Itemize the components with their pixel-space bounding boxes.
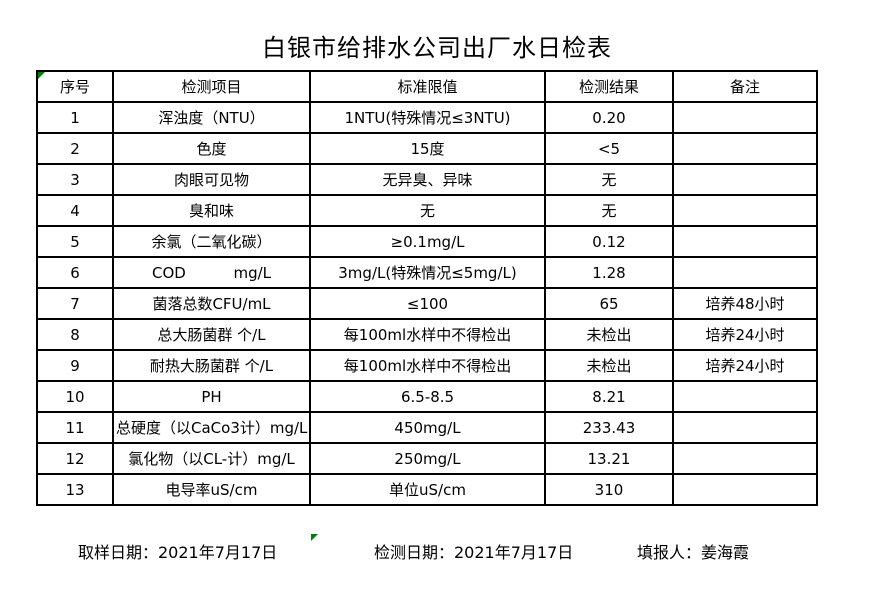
table-row: 6 COD mg/L 3mg/L(特殊情况≤5mg/L) 1.28 <box>36 256 818 289</box>
cell-limit: 3mg/L(特殊情况≤5mg/L) <box>309 256 546 289</box>
header-row: 序号 检测项目 标准限值 检测结果 备注 <box>36 70 818 103</box>
cell-result: 0.20 <box>544 101 674 134</box>
cell-result: 无 <box>544 163 674 196</box>
table-row: 1 浑浊度（NTU） 1NTU(特殊情况≤3NTU) 0.20 <box>36 101 818 134</box>
table-row: 11 总硬度（以CaCo3计）mg/L 450mg/L 233.43 <box>36 411 818 444</box>
cell-limit: 450mg/L <box>309 411 546 444</box>
cell-seq: 13 <box>36 473 114 506</box>
table-row: 5 余氯（二氧化碳） ≥0.1mg/L 0.12 <box>36 225 818 258</box>
cell-note: 培养24小时 <box>672 349 818 382</box>
page-title: 白银市给排水公司出厂水日检表 <box>262 34 612 62</box>
cell-seq: 4 <box>36 194 114 227</box>
table-row: 4 臭和味无无 <box>36 194 818 227</box>
column-header-note: 备注 <box>672 70 818 103</box>
cell-note <box>672 132 818 165</box>
cell-limit: ≤100 <box>309 287 546 320</box>
reporter-name: 填报人：姜海霞 <box>637 543 750 562</box>
cell-note <box>672 473 818 506</box>
cell-item: PH <box>112 380 311 413</box>
cell-item: 氯化物（以CL-计）mg/L <box>112 442 311 475</box>
cell-item: 电导率uS/cm <box>112 473 311 506</box>
cell-item: 浑浊度（NTU） <box>112 101 311 134</box>
cell-seq: 12 <box>36 442 114 475</box>
cell-item: 菌落总数CFU/mL <box>112 287 311 320</box>
cell-limit: 6.5-8.5 <box>309 380 546 413</box>
inspection-table: 序号 检测项目 标准限值 检测结果 备注 1 浑浊度（NTU） 1NTU(特殊情况≤3NTU… <box>36 70 818 506</box>
cell-item: 色度 <box>112 132 311 165</box>
cell-item: COD mg/L <box>112 256 311 289</box>
cell-seq: 5 <box>36 225 114 258</box>
table-body: 1 浑浊度（NTU） 1NTU(特殊情况≤3NTU) 0.20 2 色度 15度 <5 3 肉眼可… <box>36 101 818 506</box>
cell-seq: 3 <box>36 163 114 196</box>
cell-result: 无 <box>544 194 674 227</box>
cell-note <box>672 380 818 413</box>
cell-seq: 10 <box>36 380 114 413</box>
cell-seq: 1 <box>36 101 114 134</box>
column-header-seq: 序号 <box>36 70 114 103</box>
cell-seq: 9 <box>36 349 114 382</box>
cell-seq: 8 <box>36 318 114 351</box>
cell-limit: 1NTU(特殊情况≤3NTU) <box>309 101 546 134</box>
cell-error-indicator-icon <box>311 534 318 541</box>
cell-error-indicator-icon <box>38 72 45 79</box>
test-date: 检测日期：2021年7月17日 <box>374 543 574 562</box>
column-header-result: 检测结果 <box>544 70 674 103</box>
cell-result: 310 <box>544 473 674 506</box>
cell-limit: 单位uS/cm <box>309 473 546 506</box>
cell-result: 未检出 <box>544 349 674 382</box>
cell-limit: 无异臭、异味 <box>309 163 546 196</box>
cell-item: 总硬度（以CaCo3计）mg/L <box>112 411 311 444</box>
table-row: 3 肉眼可见物 无异臭、异味无 <box>36 163 818 196</box>
cell-item: 总大肠菌群 个/L <box>112 318 311 351</box>
table-row: 13 电导率uS/cm 单位uS/cm 310 <box>36 473 818 506</box>
cell-seq: 7 <box>36 287 114 320</box>
cell-note: 培养24小时 <box>672 318 818 351</box>
cell-note: 培养48小时 <box>672 287 818 320</box>
cell-note <box>672 163 818 196</box>
table-row: 9 耐热大肠菌群 个/L 每100ml水样中不得检出 未检出 培养24小时 <box>36 349 818 382</box>
table-row: 8 总大肠菌群 个/L 每100ml水样中不得检出 未检出 培养24小时 <box>36 318 818 351</box>
cell-note <box>672 225 818 258</box>
cell-note <box>672 101 818 134</box>
cell-limit: 每100ml水样中不得检出 <box>309 349 546 382</box>
cell-result: 8.21 <box>544 380 674 413</box>
cell-result: <5 <box>544 132 674 165</box>
cell-result: 0.12 <box>544 225 674 258</box>
cell-limit: 15度 <box>309 132 546 165</box>
sampling-date: 取样日期：2021年7月17日 <box>78 543 278 562</box>
cell-seq: 2 <box>36 132 114 165</box>
cell-note <box>672 194 818 227</box>
cell-seq: 6 <box>36 256 114 289</box>
cell-result: 233.43 <box>544 411 674 444</box>
cell-item: 臭和味 <box>112 194 311 227</box>
cell-item: 耐热大肠菌群 个/L <box>112 349 311 382</box>
column-header-limit: 标准限值 <box>309 70 546 103</box>
table-row: 2 色度 15度 <5 <box>36 132 818 165</box>
cell-result: 未检出 <box>544 318 674 351</box>
cell-note <box>672 442 818 475</box>
cell-limit: ≥0.1mg/L <box>309 225 546 258</box>
cell-result: 65 <box>544 287 674 320</box>
cell-limit: 250mg/L <box>309 442 546 475</box>
cell-result: 13.21 <box>544 442 674 475</box>
cell-item: 余氯（二氧化碳） <box>112 225 311 258</box>
cell-note <box>672 411 818 444</box>
column-header-item: 检测项目 <box>112 70 311 103</box>
table-row: 7 菌落总数CFU/mL ≤100 65 培养48小时 <box>36 287 818 320</box>
cell-seq: 11 <box>36 411 114 444</box>
table-row: 12 氯化物（以CL-计）mg/L 250mg/L 13.21 <box>36 442 818 475</box>
cell-item: 肉眼可见物 <box>112 163 311 196</box>
cell-result: 1.28 <box>544 256 674 289</box>
cell-limit: 每100ml水样中不得检出 <box>309 318 546 351</box>
table-row: 10 PH 6.5-8.5 8.21 <box>36 380 818 413</box>
cell-limit: 无 <box>309 194 546 227</box>
cell-note <box>672 256 818 289</box>
